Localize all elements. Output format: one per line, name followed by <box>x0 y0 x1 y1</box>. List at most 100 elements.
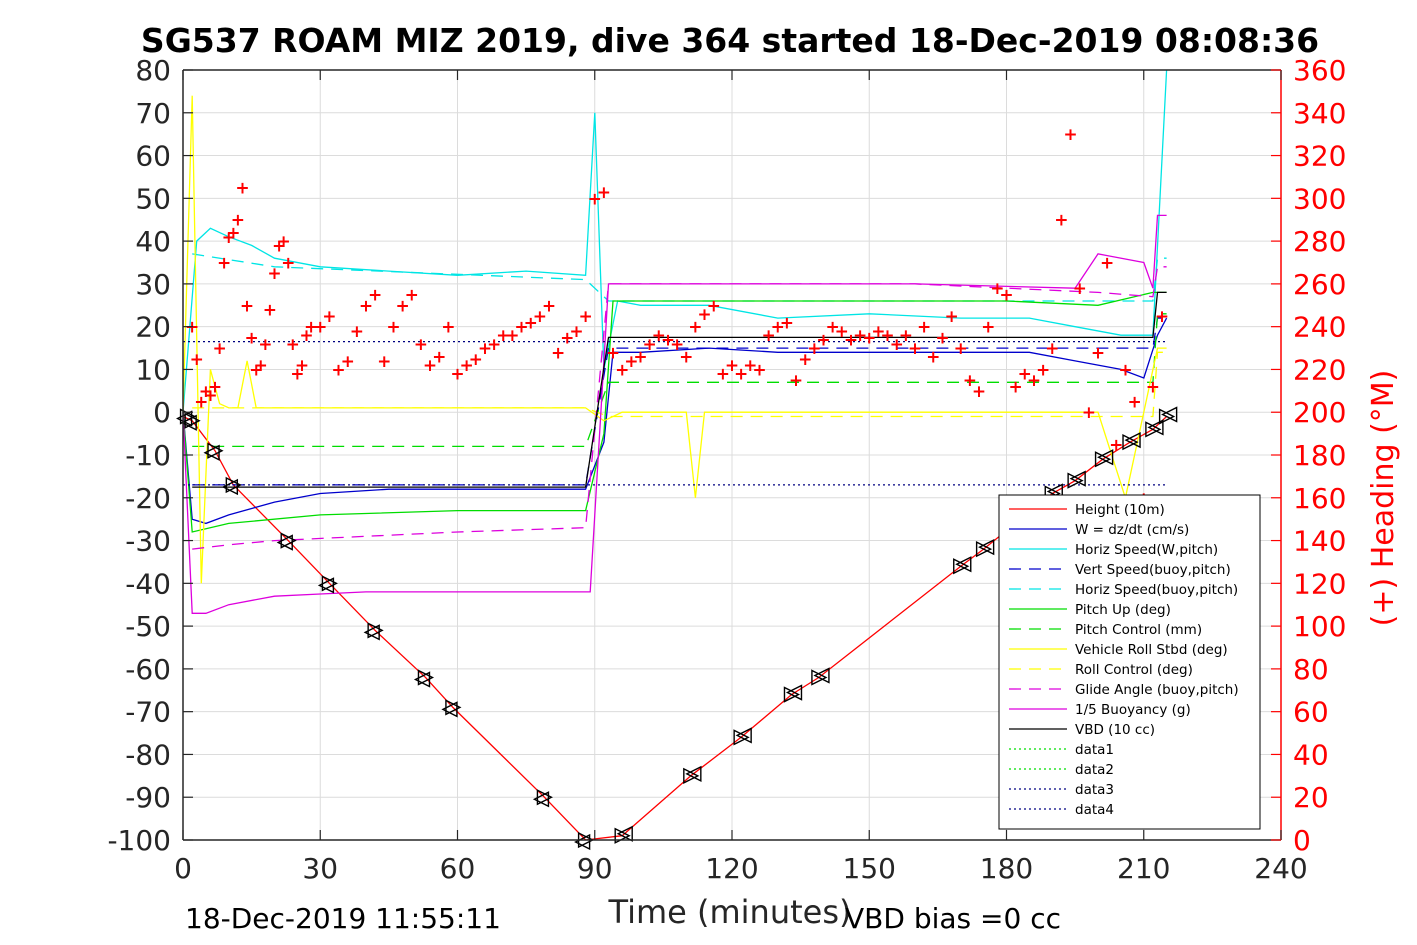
depth-marker-left <box>441 701 458 718</box>
heading-marker: + <box>652 326 666 346</box>
series-line-vehicle-roll-stbd-deg <box>182 95 1167 584</box>
heading-marker: + <box>908 339 922 359</box>
y-left-tick-label: 70 <box>135 97 171 130</box>
heading-marker: + <box>235 179 249 199</box>
heading-marker: + <box>560 328 574 348</box>
heading-marker: + <box>844 331 858 351</box>
depth-marker-left <box>616 825 633 842</box>
heading-marker: + <box>551 343 565 363</box>
legend-label: data4 <box>1075 802 1114 818</box>
legend-label: W = dz/dt (cm/s) <box>1075 522 1189 538</box>
heading-marker: + <box>798 350 812 370</box>
heading-marker: + <box>254 356 268 376</box>
heading-marker: + <box>432 348 446 368</box>
heading-marker: + <box>771 318 785 338</box>
series-line-pitch-up-deg <box>182 291 1167 533</box>
heading-marker: + <box>350 322 364 342</box>
y-right-tick-label: 160 <box>1293 482 1346 515</box>
heading-marker: + <box>194 393 208 413</box>
heading-marker: + <box>272 236 286 256</box>
y-right-tick-label: 220 <box>1293 353 1346 386</box>
heading-marker: + <box>304 318 318 338</box>
y-right-tick-label: 360 <box>1293 54 1346 87</box>
heading-marker: + <box>190 350 204 370</box>
heading-marker: + <box>716 365 730 385</box>
y-left-tick-label: 40 <box>135 225 171 258</box>
heading-marker: + <box>697 305 711 325</box>
y-left-tick-label: -60 <box>125 653 171 686</box>
x-tick-label: 180 <box>980 852 1033 885</box>
heading-marker: + <box>267 264 281 284</box>
x-tick-label: 90 <box>577 852 613 885</box>
series-line-horiz-speed-buoy-pitch <box>192 253 1167 302</box>
heading-marker: + <box>469 350 483 370</box>
depth-marker-left <box>1069 470 1086 487</box>
legend-label: Pitch Up (deg) <box>1075 602 1171 618</box>
depth-marker-left <box>1097 449 1114 466</box>
y-right-tick-label: 100 <box>1293 610 1346 643</box>
heading-marker: + <box>505 326 519 346</box>
y-right-tick-label: 0 <box>1293 824 1311 857</box>
heading-marker: + <box>981 318 995 338</box>
y-right-tick-label: 40 <box>1293 738 1329 771</box>
heading-marker: + <box>935 328 949 348</box>
heading-marker: + <box>478 339 492 359</box>
y-left-tick-label: -40 <box>125 567 171 600</box>
y-left-tick-label: -10 <box>125 439 171 472</box>
legend-label: Vert Speed(buoy,pitch) <box>1075 562 1231 578</box>
y-right-tick-label: 260 <box>1293 268 1346 301</box>
heading-marker: + <box>1118 360 1132 380</box>
footer-vbd-bias: VBD bias =0 cc <box>845 902 1061 935</box>
y-left-tick-label: 0 <box>153 396 171 429</box>
legend-label: data1 <box>1075 742 1114 758</box>
heading-marker: + <box>835 322 849 342</box>
x-tick-label: 60 <box>440 852 476 885</box>
depth-marker-left <box>1147 419 1164 436</box>
depth-marker-left <box>1124 432 1141 449</box>
x-axis-label: Time (minutes) <box>608 893 852 931</box>
heading-marker: + <box>926 348 940 368</box>
heading-marker: + <box>670 335 684 355</box>
heading-marker: + <box>368 286 382 306</box>
x-tick-label: 120 <box>705 852 758 885</box>
depth-marker-left <box>685 765 702 782</box>
heading-marker: + <box>633 348 647 368</box>
heading-marker: + <box>606 343 620 363</box>
heading-marker: + <box>725 356 739 376</box>
legend-label: VBD (10 cc) <box>1075 722 1155 738</box>
legend-label: Pitch Control (mm) <box>1075 622 1202 638</box>
heading-marker: + <box>707 296 721 316</box>
heading-marker: + <box>514 318 528 338</box>
legend-label: 1/5 Buoyancy (g) <box>1075 702 1191 718</box>
y-right-tick-label: 200 <box>1293 396 1346 429</box>
heading-marker: + <box>1009 378 1023 398</box>
y-left-tick-label: -70 <box>125 696 171 729</box>
y-right-tick-label: 340 <box>1293 97 1346 130</box>
x-tick-label: 210 <box>1117 852 1170 885</box>
depth-marker-left <box>203 444 220 461</box>
y-right-tick-label: 140 <box>1293 525 1346 558</box>
y-left-tick-label: -80 <box>125 738 171 771</box>
right-axis-label: (+) Heading (°M) <box>1366 370 1401 627</box>
y-right-tick-label: 320 <box>1293 140 1346 173</box>
heading-marker: + <box>780 313 794 333</box>
y-left-tick-label: 60 <box>135 140 171 173</box>
heading-marker: + <box>245 328 259 348</box>
heading-marker: + <box>423 356 437 376</box>
depth-marker-left <box>413 671 431 688</box>
legend-box <box>998 494 1261 830</box>
y-left-tick-label: 50 <box>135 182 171 215</box>
series-line-glide-angle-buoy-pitch <box>192 266 1167 550</box>
y-right-tick-label: 20 <box>1293 781 1329 814</box>
y-right-tick-label: 300 <box>1293 182 1346 215</box>
series-line-pitch-control-mm <box>192 313 1167 448</box>
heading-marker: + <box>734 365 748 385</box>
heading-marker: + <box>1036 360 1050 380</box>
footer-timestamp: 18-Dec-2019 11:55:11 <box>185 902 501 935</box>
y-right-tick-label: 280 <box>1293 225 1346 258</box>
depth-marker-left <box>221 478 239 496</box>
heading-marker: + <box>1127 393 1141 413</box>
heading-marker: + <box>377 352 391 372</box>
heading-marker: + <box>341 352 355 372</box>
heading-marker: + <box>277 232 291 252</box>
